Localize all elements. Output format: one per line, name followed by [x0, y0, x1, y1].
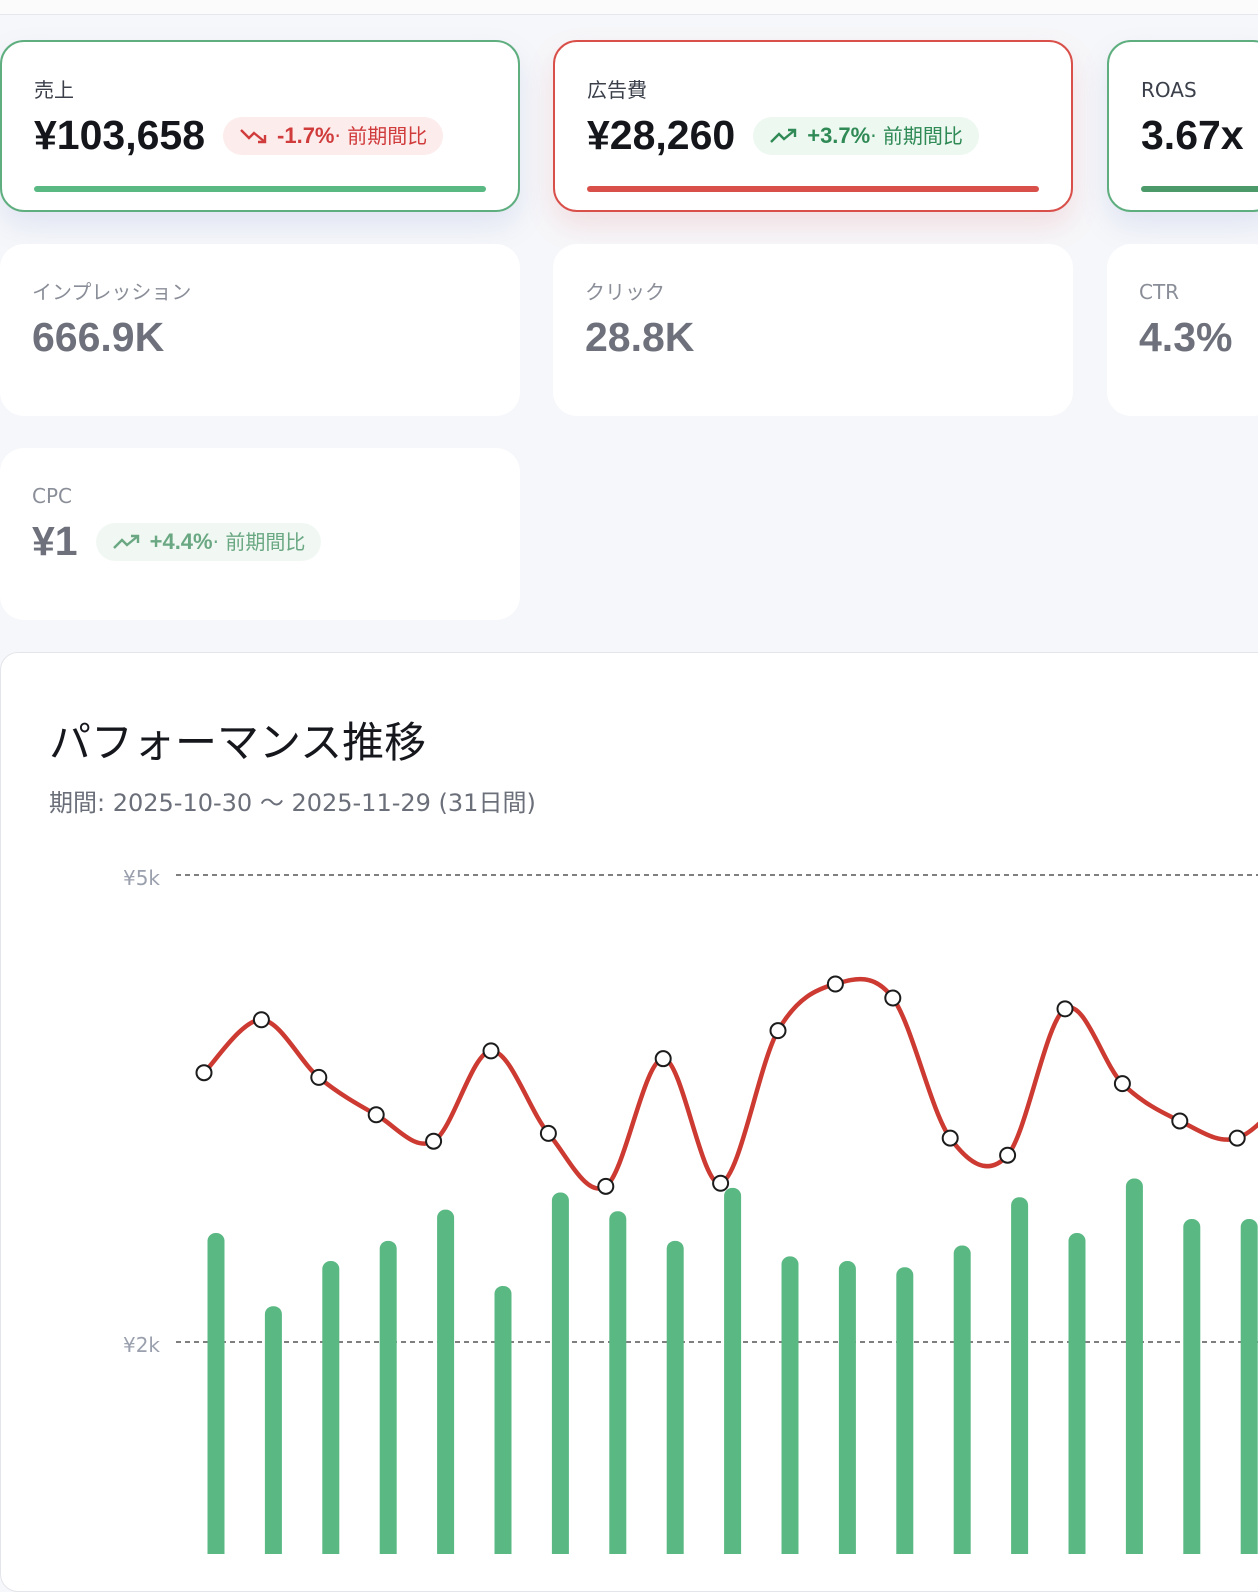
change-value: -1.7%: [277, 122, 335, 148]
change-suffix: · 前期間比: [870, 123, 963, 148]
kpi-label: インプレッション: [32, 280, 192, 304]
bar-sales: [494, 1285, 512, 1554]
kpi-value: 28.8K: [585, 314, 695, 360]
change-value: +3.7%: [807, 122, 871, 148]
line-point: [195, 1064, 213, 1082]
line-point: [1171, 1112, 1189, 1130]
line-point: [884, 989, 902, 1007]
line-point: [826, 975, 844, 993]
kpi-card-cpc[interactable]: CPC ¥1 +4.4% · 前期間比: [0, 448, 520, 620]
line-point: [712, 1174, 730, 1192]
bar-sales: [953, 1245, 971, 1554]
line-point: [1228, 1129, 1246, 1147]
line-point: [539, 1124, 557, 1142]
bar-sales: [1240, 1219, 1258, 1554]
kpi-value: ¥103,658: [34, 112, 206, 158]
line-point: [769, 1022, 787, 1040]
bar-sales: [379, 1240, 397, 1554]
line-point: [310, 1068, 328, 1086]
line-point: [482, 1042, 500, 1060]
bar-sales: [551, 1192, 569, 1554]
kpi-card-roas[interactable]: ROAS 3.67x: [1107, 40, 1258, 212]
kpi-label: 広告費: [587, 78, 647, 102]
bar-sales: [437, 1209, 455, 1554]
kpi-card-ad-cost[interactable]: 広告費 ¥28,260 +3.7% · 前期間比: [553, 40, 1073, 212]
y-tick-label: ¥5k: [123, 866, 160, 890]
bar-sales: [322, 1261, 340, 1554]
bar-sales: [264, 1306, 282, 1554]
bar-sales: [1011, 1197, 1029, 1554]
kpi-label: CPC: [32, 484, 72, 508]
line-point: [999, 1146, 1017, 1164]
kpi-value: 666.9K: [32, 314, 165, 360]
kpi-card-clicks[interactable]: クリック 28.8K: [553, 244, 1073, 416]
bar-sales: [1068, 1233, 1086, 1554]
bar-sales: [781, 1256, 799, 1554]
line-point: [941, 1129, 959, 1147]
trend-down-icon: [240, 128, 267, 143]
kpi-label: 売上: [34, 78, 74, 102]
line-point: [654, 1050, 672, 1068]
kpi-value: ¥1: [32, 518, 78, 564]
kpi-accent-bar: [34, 186, 486, 192]
kpi-value: 4.3%: [1139, 314, 1233, 360]
kpi-label: ROAS: [1141, 78, 1197, 102]
line-roas: [201, 976, 1258, 1191]
bar-sales: [666, 1240, 684, 1554]
bar-sales: [609, 1211, 627, 1554]
line-point: [252, 1011, 270, 1029]
change-suffix: · 前期間比: [212, 529, 306, 554]
kpi-card-ctr[interactable]: CTR 4.3%: [1107, 244, 1258, 416]
kpi-accent-bar: [1141, 186, 1258, 192]
top-divider: [0, 0, 1258, 15]
change-value: +4.4%: [149, 528, 213, 554]
kpi-label: クリック: [585, 280, 665, 304]
bar-sales: [724, 1187, 742, 1554]
change-suffix: · 前期間比: [334, 123, 428, 148]
trend-up-icon: [112, 534, 139, 549]
line-point: [1113, 1075, 1131, 1093]
kpi-card-sales[interactable]: 売上 ¥103,658 -1.7% · 前期間比: [0, 40, 520, 212]
line-point: [597, 1177, 615, 1195]
kpi-value: 3.67x: [1141, 112, 1244, 158]
chart-title: パフォーマンス推移: [49, 718, 427, 767]
bar-sales: [1183, 1219, 1201, 1554]
kpi-value: ¥28,260: [587, 112, 736, 158]
performance-chart: ¥5k ¥2k: [123, 866, 1258, 1554]
kpi-card-impressions[interactable]: インプレッション 666.9K: [0, 244, 520, 416]
bar-sales: [1125, 1178, 1143, 1554]
y-tick-label: ¥2k: [123, 1333, 160, 1357]
line-point: [367, 1106, 385, 1124]
change-badge: +3.7% · 前期間比: [753, 116, 979, 155]
bar-sales: [838, 1261, 856, 1554]
line-point: [1056, 1000, 1074, 1018]
kpi-accent-bar: [587, 186, 1039, 192]
bar-sales: [207, 1233, 225, 1554]
kpi-label: CTR: [1139, 280, 1180, 304]
change-badge: -1.7% · 前期間比: [223, 116, 444, 155]
chart-period: 期間: 2025-10-30 〜 2025-11-29 (31日間): [49, 789, 536, 817]
trend-up-icon: [770, 128, 797, 143]
change-badge: +4.4% · 前期間比: [95, 522, 322, 561]
bar-sales: [896, 1267, 914, 1554]
line-point: [425, 1132, 443, 1150]
